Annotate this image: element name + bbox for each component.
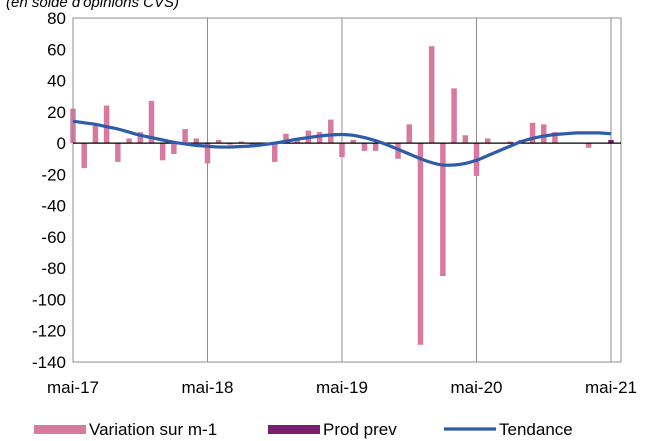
variation-bar (328, 120, 334, 143)
plot-frame (73, 18, 621, 362)
y-tick-label: -60 (41, 228, 66, 247)
y-tick-label: 40 (47, 72, 66, 91)
variation-bar (194, 138, 200, 143)
variation-bar (272, 143, 278, 162)
variation-bar (485, 138, 491, 143)
variation-bar (418, 143, 424, 345)
variation-bar (115, 143, 121, 162)
variation-bar (362, 143, 368, 151)
x-tick-label: mai-19 (316, 378, 368, 397)
variation-bar (160, 143, 166, 160)
variation-bar (126, 138, 131, 143)
variation-bar (373, 143, 379, 151)
y-tick-label: -100 (32, 290, 66, 309)
chart-subtitle: (en solde d'opinions CVS) (6, 0, 179, 11)
legend: Variation sur m-1 Prod prev Tendance (34, 420, 573, 439)
variation-bar (463, 135, 469, 143)
y-tick-labels: 80 60 40 20 0 -20 -40 -60 -80 -100 -120 -140 (32, 9, 66, 372)
legend-label: Prod prev (323, 420, 397, 439)
variation-bar (541, 124, 547, 143)
y-tick-label: -40 (41, 197, 66, 216)
x-tick-label: mai-21 (585, 378, 637, 397)
y-tick-label: -80 (41, 259, 66, 278)
variation-bar (429, 46, 435, 143)
y-tick-label: 0 (57, 134, 66, 153)
variation-bar (182, 129, 188, 143)
variation-bar (440, 143, 446, 276)
y-tick-label: -140 (32, 353, 66, 372)
variation-bar (81, 143, 87, 168)
variation-bar (339, 143, 345, 157)
legend-label: Tendance (499, 420, 573, 439)
x-tick-label: mai-17 (47, 378, 99, 397)
grid-lines (208, 18, 612, 362)
variation-bar (93, 124, 99, 143)
variation-bar (104, 106, 110, 144)
legend-swatch (268, 425, 320, 434)
legend-label: Variation sur m-1 (89, 420, 217, 439)
y-tick-label: -20 (41, 165, 66, 184)
y-tick-label: 80 (47, 9, 66, 28)
axes (73, 18, 621, 362)
variation-bar (407, 124, 413, 143)
variation-bar (451, 88, 457, 143)
variation-bar (586, 143, 592, 148)
x-tick-label: mai-18 (182, 378, 234, 397)
legend-swatch (34, 425, 86, 434)
y-tick-label: -120 (32, 322, 66, 341)
y-tick-label: 20 (47, 103, 66, 122)
y-tick-label: 60 (47, 40, 66, 59)
x-tick-label: mai-20 (451, 378, 503, 397)
variation-bar (171, 143, 177, 154)
x-tick-labels: mai-17 mai-18 mai-19 mai-20 mai-21 (47, 378, 637, 397)
